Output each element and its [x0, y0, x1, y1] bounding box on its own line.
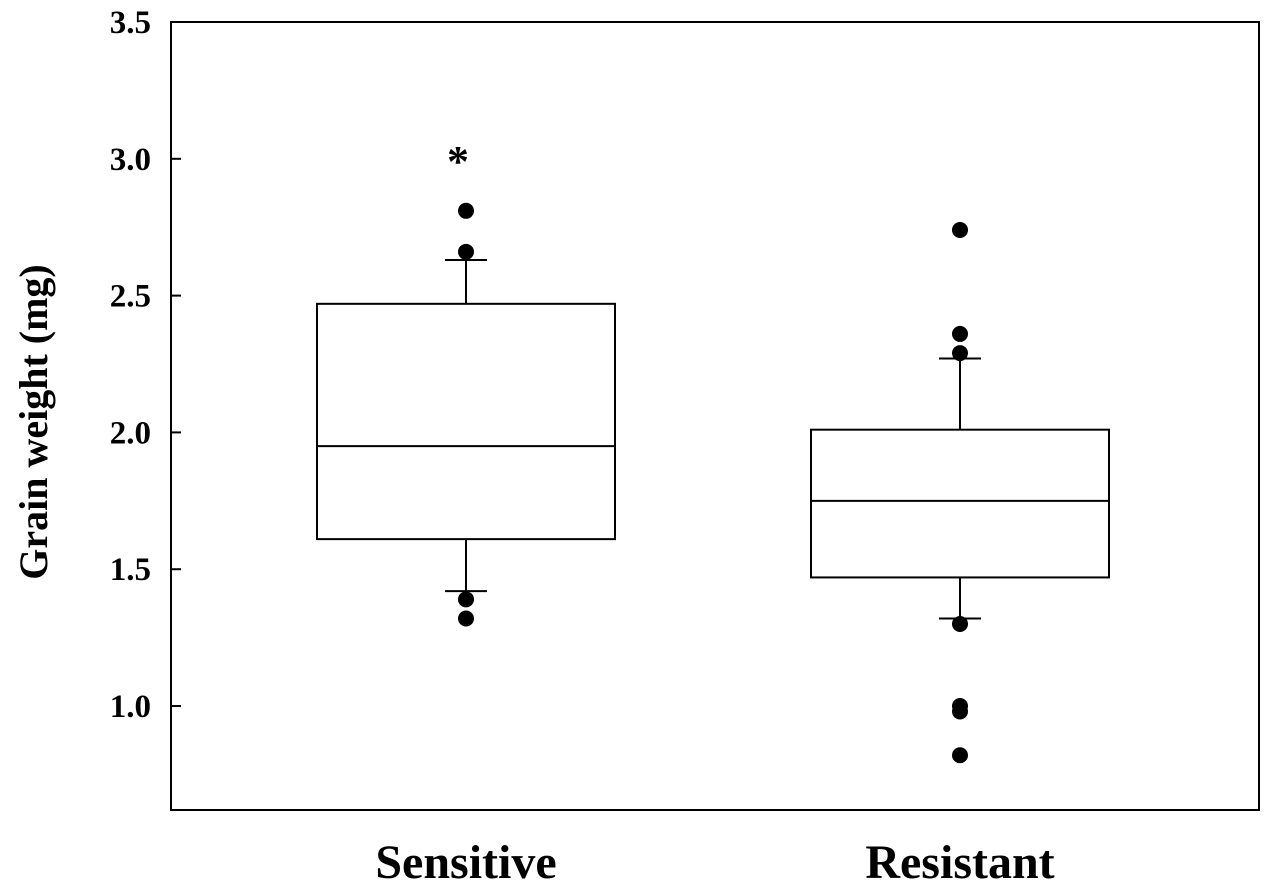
box-group-resistant	[810, 221, 1110, 764]
y-tick-label: 3.0	[110, 142, 151, 178]
iqr-box	[810, 428, 1110, 579]
x-category-label: Sensitive	[375, 836, 556, 888]
y-tick-label: 1.5	[110, 552, 151, 588]
y-axis-title: Grain weight (mg)	[11, 264, 56, 580]
outlier-point	[458, 243, 474, 260]
outlier-point	[952, 345, 968, 362]
outlier-point	[458, 591, 474, 608]
outlier-point	[952, 615, 968, 632]
outlier-point	[952, 703, 968, 720]
outlier-point	[952, 221, 968, 238]
y-tick-label: 2.0	[110, 415, 151, 451]
y-tick-label: 2.5	[110, 279, 151, 315]
significance-marker: *	[447, 137, 469, 186]
y-tick-label: 3.5	[110, 5, 151, 41]
y-tick-label: 1.0	[110, 689, 151, 725]
box-group-sensitive: *	[316, 137, 616, 627]
outlier-point	[952, 747, 968, 764]
iqr-box	[316, 302, 616, 541]
x-axis: Sensitive Resistant	[375, 836, 1054, 888]
y-axis: 1.0 1.5 2.0 2.5 3.0 3.5	[110, 5, 181, 725]
outlier-point	[952, 325, 968, 342]
x-category-label: Resistant	[865, 836, 1054, 888]
outlier-point	[458, 610, 474, 627]
outlier-point	[458, 202, 474, 219]
plot-frame	[170, 21, 1260, 811]
